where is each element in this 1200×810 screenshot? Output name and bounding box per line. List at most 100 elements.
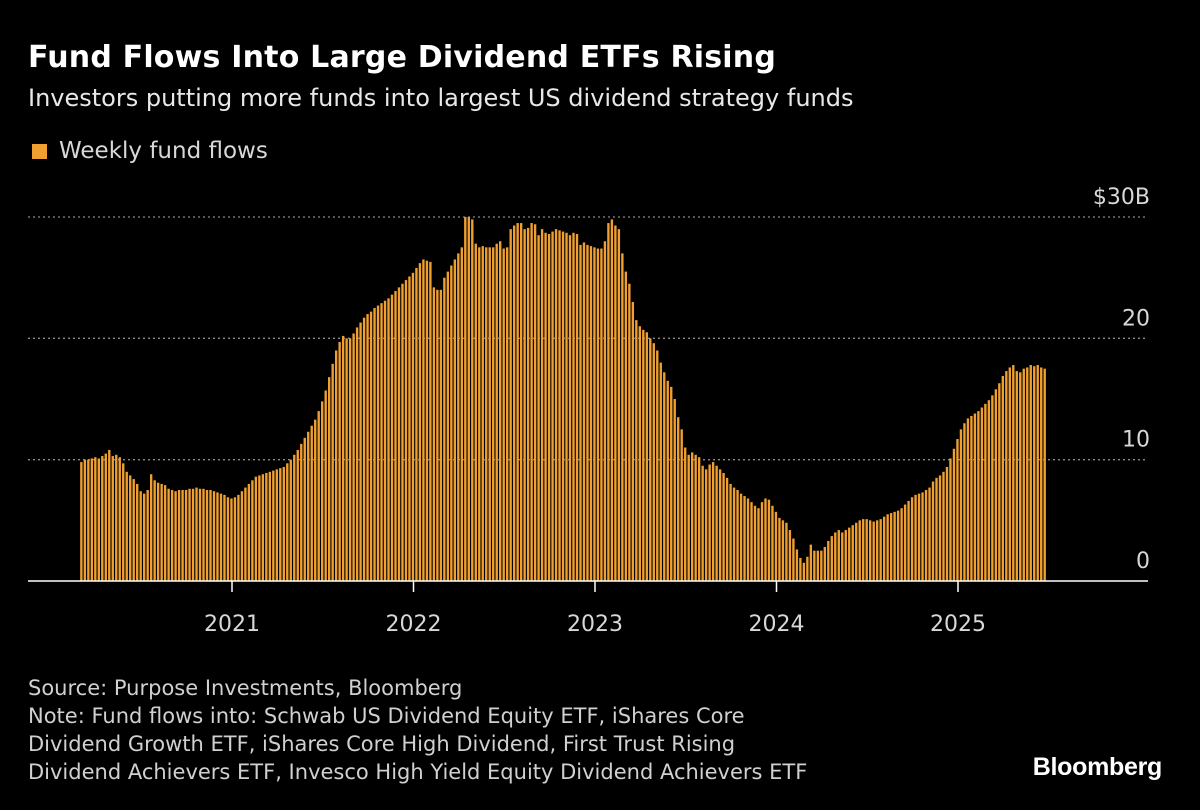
bar xyxy=(704,469,708,581)
bar xyxy=(568,235,572,581)
bar xyxy=(404,280,408,581)
bar xyxy=(879,519,882,581)
bar xyxy=(1026,367,1029,581)
bar xyxy=(537,235,540,581)
bar xyxy=(436,289,439,581)
bar xyxy=(875,520,879,581)
bar xyxy=(397,287,401,581)
bar xyxy=(896,510,900,581)
bar xyxy=(855,522,858,581)
bar xyxy=(509,229,512,581)
bar xyxy=(872,521,875,581)
bar xyxy=(289,459,292,581)
bar xyxy=(624,271,628,581)
bar xyxy=(415,267,418,581)
bar xyxy=(502,248,505,582)
bar xyxy=(666,380,669,581)
bar xyxy=(596,248,600,582)
bar xyxy=(607,223,610,581)
bar xyxy=(122,463,125,581)
bar xyxy=(355,327,359,581)
bar xyxy=(478,247,481,581)
bar xyxy=(317,411,320,581)
bar xyxy=(963,423,966,581)
bar xyxy=(111,456,114,581)
bar xyxy=(617,229,621,581)
bar xyxy=(554,229,558,581)
bar xyxy=(673,399,676,581)
bar xyxy=(966,418,970,581)
bar xyxy=(258,475,261,581)
bar xyxy=(167,488,170,581)
bar xyxy=(708,464,711,581)
bar xyxy=(163,485,167,581)
bar xyxy=(572,232,575,581)
bars xyxy=(80,217,1046,582)
bar xyxy=(973,413,977,581)
bar xyxy=(837,530,840,581)
bar xyxy=(492,247,495,581)
bar xyxy=(425,260,429,581)
bar xyxy=(506,247,509,581)
bar xyxy=(279,468,282,581)
bar xyxy=(736,490,739,581)
x-tick-label: 2025 xyxy=(930,612,986,637)
bar xyxy=(656,350,659,581)
bar xyxy=(935,477,938,581)
bar xyxy=(331,363,334,581)
bar xyxy=(540,229,544,581)
bar xyxy=(526,227,530,582)
x-tick-label: 2024 xyxy=(749,612,805,637)
bar xyxy=(202,488,205,581)
bar xyxy=(422,259,425,581)
bar xyxy=(1012,365,1015,581)
bar xyxy=(446,271,450,581)
bar xyxy=(251,480,254,581)
y-tick-label: 20 xyxy=(1122,306,1150,331)
bar xyxy=(820,550,823,581)
bar xyxy=(642,329,645,581)
bar xyxy=(603,241,607,581)
bar xyxy=(970,415,973,581)
bar xyxy=(212,491,216,581)
bar xyxy=(474,243,477,581)
bar xyxy=(467,217,470,581)
bar xyxy=(684,447,687,581)
bar xyxy=(949,458,952,581)
bar xyxy=(893,511,896,581)
bar xyxy=(917,493,921,581)
bar xyxy=(205,490,209,581)
bar xyxy=(841,532,844,581)
bar xyxy=(907,500,910,581)
bar xyxy=(362,317,366,581)
bar xyxy=(771,505,774,581)
legend-swatch xyxy=(32,143,47,159)
bar xyxy=(80,462,83,581)
bar xyxy=(450,265,453,581)
bar xyxy=(485,247,488,581)
bar xyxy=(1040,367,1043,581)
bar xyxy=(146,490,149,581)
bar xyxy=(352,333,355,581)
chart-subtitle: Investors putting more funds into larges… xyxy=(28,84,854,112)
bar xyxy=(348,338,352,581)
legend-label: Weekly fund flows xyxy=(59,138,268,164)
bar xyxy=(471,219,474,581)
bar xyxy=(914,494,917,581)
bar xyxy=(739,493,743,581)
bar xyxy=(108,449,111,581)
bar xyxy=(216,492,219,581)
bar xyxy=(233,497,237,581)
bar xyxy=(282,466,285,581)
bar xyxy=(750,502,753,581)
bar xyxy=(523,229,526,581)
bar xyxy=(945,466,949,581)
bar xyxy=(1015,371,1018,581)
bar xyxy=(443,277,446,581)
bar xyxy=(195,487,198,581)
bar xyxy=(910,497,914,581)
x-tick-label: 2021 xyxy=(204,612,260,637)
bar xyxy=(174,491,177,581)
bar xyxy=(132,479,135,581)
bar xyxy=(931,481,935,581)
